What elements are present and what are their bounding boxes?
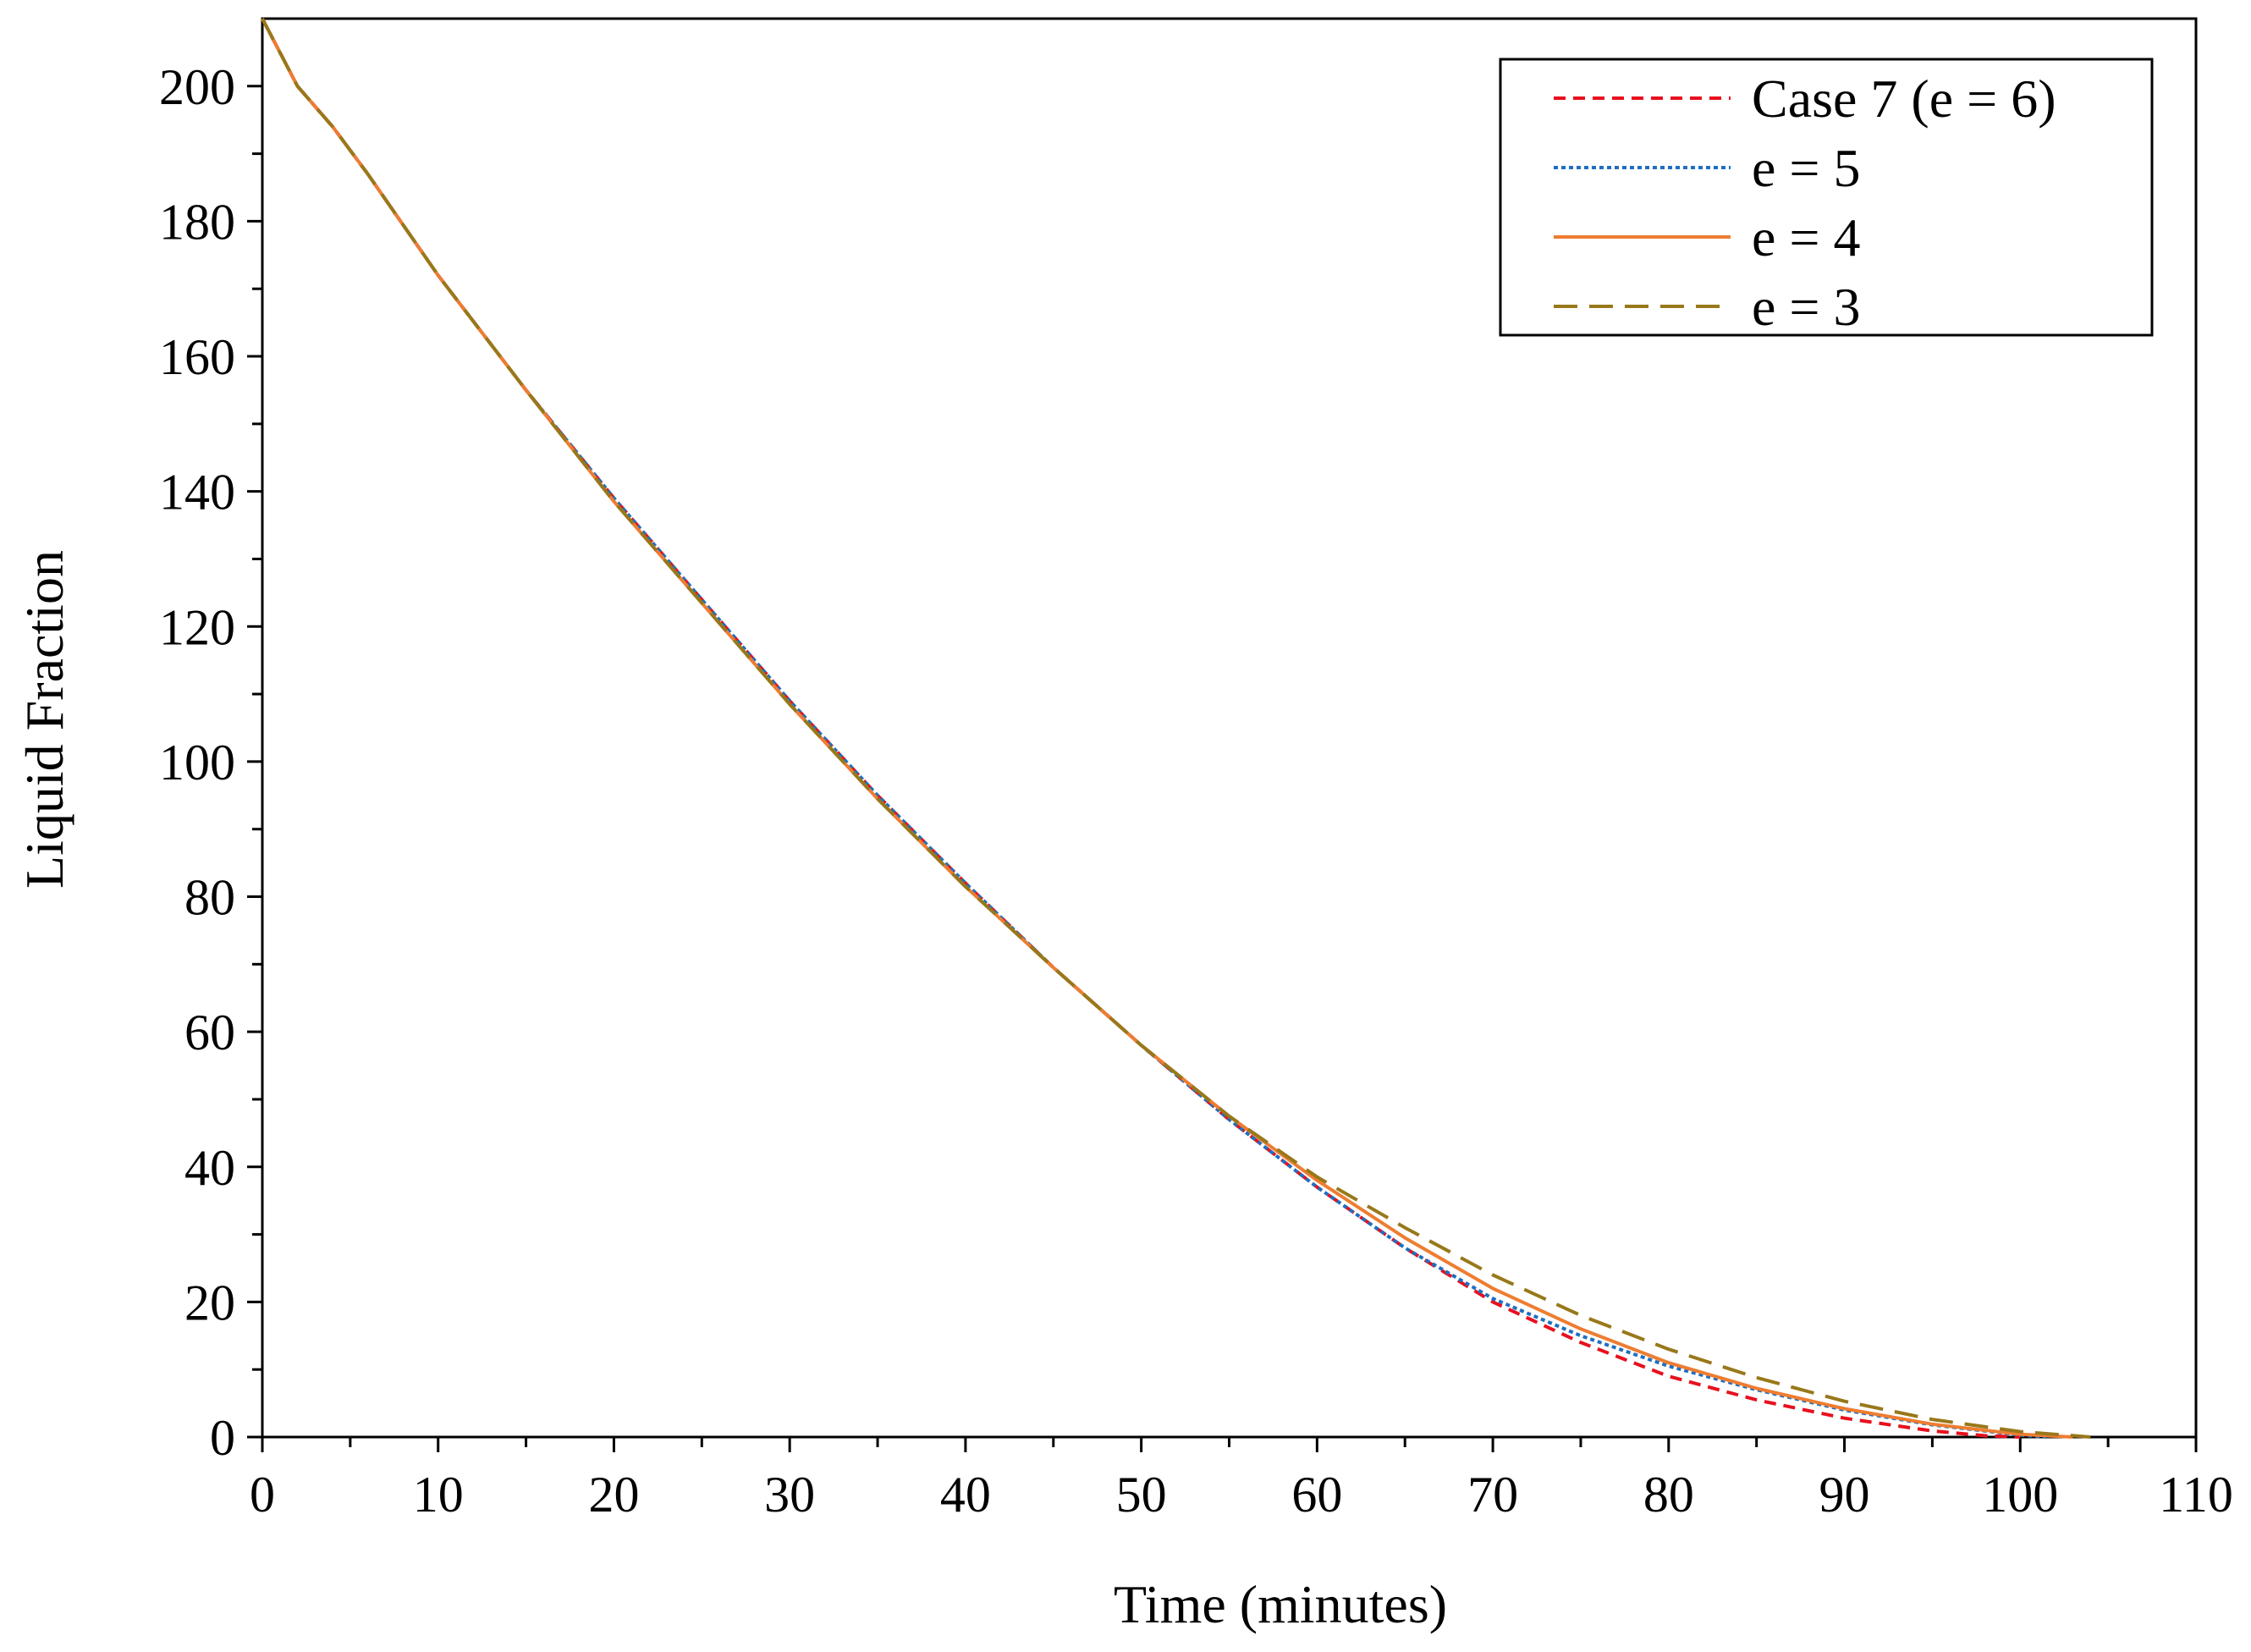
x-tick-label: 50 bbox=[1116, 1467, 1167, 1523]
y-tick-label: 160 bbox=[159, 329, 235, 385]
x-tick-label: 80 bbox=[1643, 1467, 1694, 1523]
legend: Case 7 (e = 6) e = 5 e = 4 e = 3 bbox=[1499, 58, 2154, 337]
legend-label-3: e = 4 bbox=[1752, 207, 1861, 267]
x-tick-label: 40 bbox=[940, 1467, 991, 1523]
x-tick-label: 90 bbox=[1819, 1467, 1870, 1523]
x-tick-label: 0 bbox=[250, 1467, 275, 1523]
x-tick-label: 100 bbox=[1982, 1467, 2058, 1523]
y-tick-label: 180 bbox=[159, 194, 235, 250]
y-tick-label: 140 bbox=[159, 465, 235, 520]
x-tick-label: 60 bbox=[1291, 1467, 1342, 1523]
y-tick-label: 20 bbox=[184, 1275, 235, 1330]
x-tick-label: 10 bbox=[413, 1467, 464, 1523]
x-tick-label: 70 bbox=[1467, 1467, 1518, 1523]
legend-label-2: e = 5 bbox=[1752, 138, 1861, 198]
series-line-4 bbox=[261, 18, 2091, 1439]
y-tick-label: 200 bbox=[159, 59, 235, 115]
y-tick-label: 100 bbox=[159, 735, 235, 790]
series-line-1 bbox=[261, 18, 2021, 1439]
legend-label-1: Case 7 (e = 6) bbox=[1752, 69, 2056, 129]
y-axis: 0 20 40 60 80 100 120 140 160 180 200 bbox=[159, 59, 262, 1466]
y-axis-title: Liquid Fraction bbox=[14, 550, 74, 889]
legend-label-4: e = 3 bbox=[1752, 277, 1861, 337]
x-tick-label: 30 bbox=[764, 1467, 815, 1523]
y-tick-label: 60 bbox=[184, 1005, 235, 1060]
x-axis-title: Time (minutes) bbox=[1114, 1574, 1447, 1634]
x-axis: 0 10 20 30 40 50 60 70 80 90 100 110 bbox=[250, 1437, 2233, 1523]
y-tick-label: 0 bbox=[210, 1410, 235, 1466]
x-tick-label: 20 bbox=[588, 1467, 639, 1523]
x-tick-label: 110 bbox=[2159, 1467, 2233, 1523]
y-tick-label: 120 bbox=[159, 599, 235, 655]
legend-box bbox=[1499, 58, 2154, 337]
y-tick-label: 80 bbox=[184, 870, 235, 926]
y-tick-label: 40 bbox=[184, 1140, 235, 1196]
series-layer bbox=[261, 18, 2091, 1439]
